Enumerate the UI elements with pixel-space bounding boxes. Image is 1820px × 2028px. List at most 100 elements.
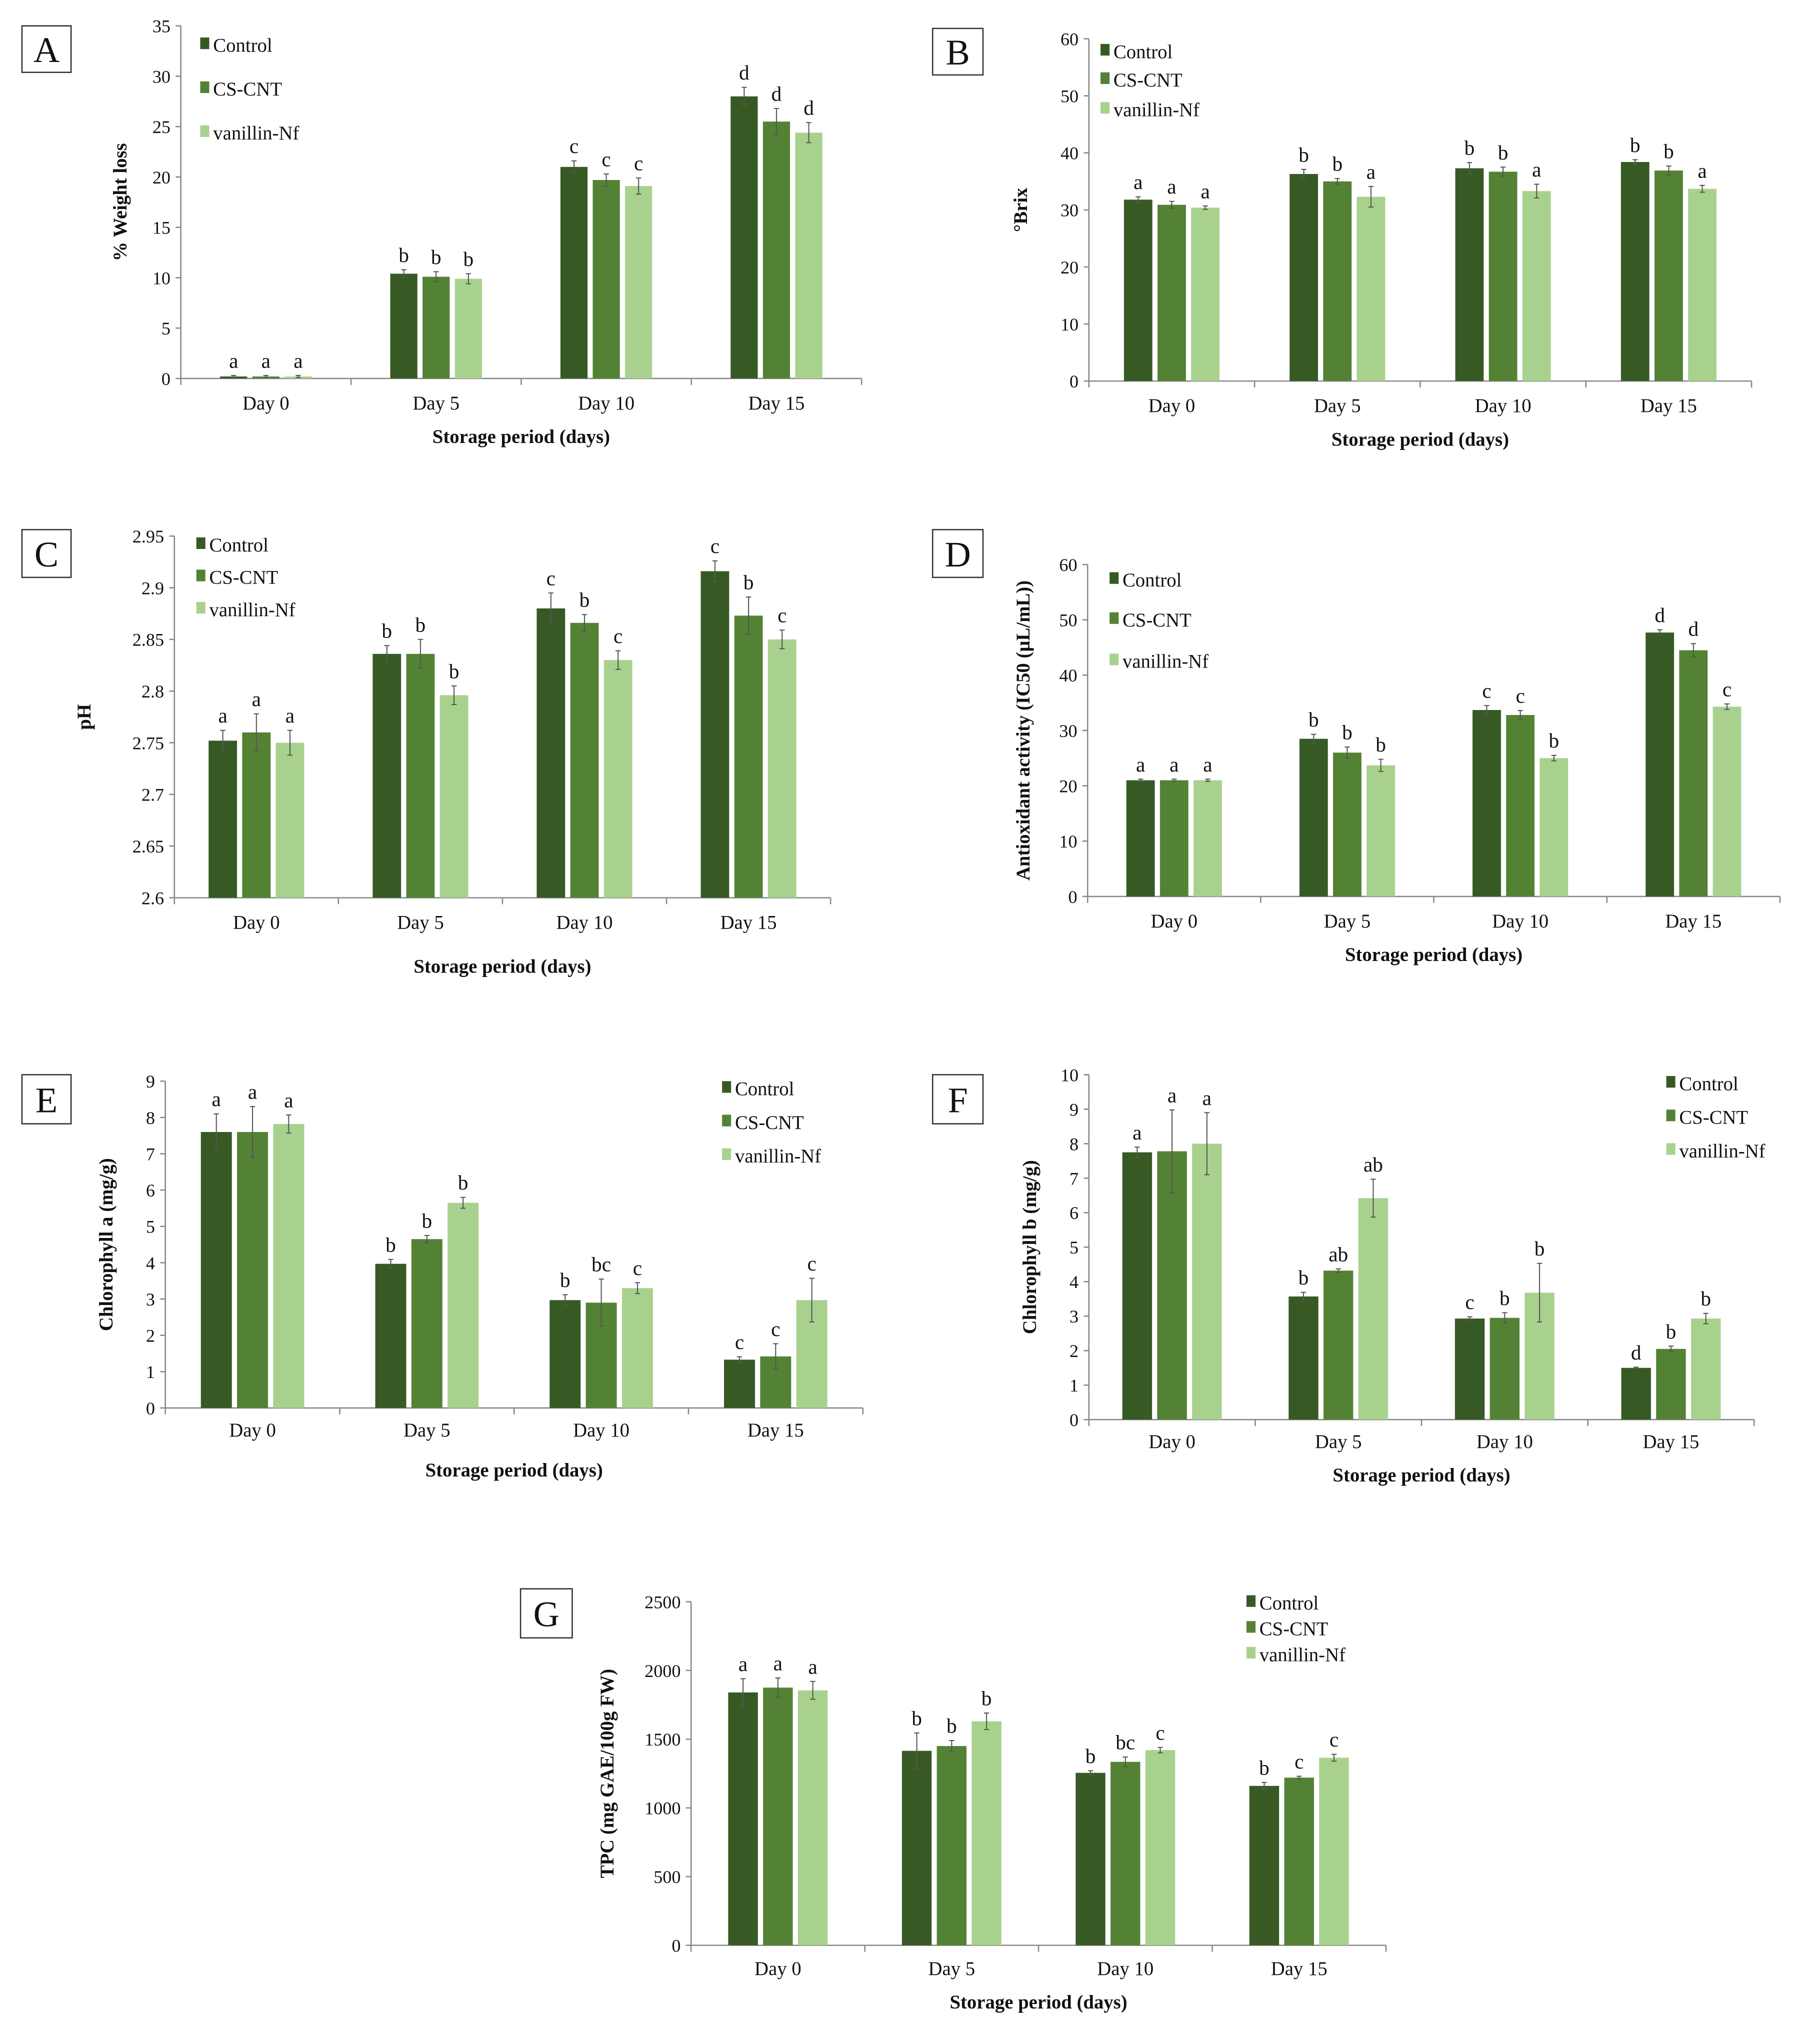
bar-cs-cnt [1490,1318,1520,1420]
bar-control [1122,1152,1152,1420]
significance-letter: ab [1328,1242,1348,1266]
significance-letter: a [248,1080,257,1104]
bar-control [372,654,402,898]
panel-label-box [932,28,984,76]
y-axis-title: % Weight loss [110,143,131,261]
y-tick-label: 2500 [644,1592,680,1612]
panel-label: A [34,30,60,70]
bar-vanillin-nf [1319,1758,1349,1946]
x-tick-label: Day 5 [412,392,460,414]
legend-label: Control [1122,570,1182,591]
significance-letter: a [1366,160,1376,184]
significance-letter: b [422,1209,432,1232]
bar-vanillin-nf [1145,1750,1176,1946]
legend-label: Control [1260,1592,1318,1614]
bar-control [1124,200,1152,382]
bar-cs-cnt [237,1132,268,1408]
bar-control [1290,174,1318,382]
bar-vanillin-nf [1356,196,1386,382]
legend-label: CS-CNT [213,78,282,100]
bar-cs-cnt [1324,1270,1354,1420]
significance-letter: d [1654,604,1665,626]
x-axis-title: Storage period (days) [426,1460,603,1481]
bar-vanillin-nf [768,639,796,898]
x-tick-label: Day 10 [573,1420,630,1441]
significance-letter: a [1132,1121,1142,1144]
x-tick-label: Day 0 [1148,395,1196,416]
significance-letter: a [1202,1086,1212,1110]
x-axis-title: Storage period (days) [1345,944,1522,966]
y-tick-label: 9 [146,1072,155,1092]
x-tick-label: Day 10 [1492,910,1548,932]
significance-letter: c [735,1330,744,1354]
panel-label-box [932,528,984,578]
bar-control [1249,1786,1280,1946]
bar-cs-cnt [1323,181,1352,382]
bar-vanillin-nf [273,1124,304,1408]
significance-letter: a [1167,175,1176,198]
significance-letter: b [982,1687,992,1710]
significance-letter: a [262,349,270,372]
legend-label: Control [1679,1073,1738,1094]
y-tick-label: 15 [152,218,170,238]
x-tick-label: Day 5 [1324,910,1371,932]
significance-letter: a [1134,170,1142,194]
bar-cs-cnt [1679,650,1708,896]
bar-cs-cnt [422,276,450,378]
bar-control [902,1750,932,1946]
significance-letter: c [1465,1290,1474,1314]
chart-panel-d: D 0 10 20 30 40 50 60 Day 0 Day 5 Day 10 Day 15 a b c d… [932,528,1781,966]
bar-control [1455,168,1484,382]
y-tick-label: 0 [146,1398,155,1418]
y-tick-label: 0 [1070,372,1078,392]
y-tick-label: 3 [146,1290,155,1310]
bar-cs-cnt [1654,170,1683,382]
x-tick-label: Day 0 [754,1958,802,1980]
bar-cs-cnt [1160,780,1188,896]
bar-control [1126,780,1155,896]
y-tick-label: 8 [1070,1134,1078,1154]
panel-label: D [944,534,970,574]
significance-letter: c [807,1252,816,1275]
y-tick-label: 25 [152,117,170,137]
y-tick-label: 4 [146,1253,155,1273]
legend-swatch-cs-cnt [1246,1621,1256,1633]
bar-cs-cnt [1333,752,1362,896]
y-tick-label: 2.85 [132,630,164,650]
legend-swatch-vanillin-nf [200,125,210,137]
x-tick-label: Day 15 [1665,910,1722,932]
y-axis-title: °Brix [1010,188,1032,232]
panel-label: G [534,1594,560,1634]
bar-cs-cnt [763,1688,793,1946]
bar-control [1299,738,1328,896]
significance-letter: b [1298,1266,1309,1289]
y-tick-label: 9 [1070,1100,1078,1120]
bar-control [208,740,238,898]
panel-label: C [34,534,58,574]
y-tick-label: 30 [1060,200,1078,220]
significance-letter: c [633,1256,642,1280]
significance-letter: b [1259,1756,1270,1779]
chart-panel-c: C 2.6 2.65 2.7 2.75 2.8 2.85 2.9 2.95 Day 0 Day 5 D… [21,526,832,977]
bar-control [536,608,566,898]
significance-letter: c [614,624,622,648]
legend-swatch-vanillin-nf [1100,102,1110,114]
y-tick-label: 50 [1060,86,1078,106]
bar-cs-cnt [242,732,271,898]
y-tick-label: 60 [1059,555,1077,575]
y-tick-label: 7 [1070,1168,1078,1188]
significance-letter: a [252,688,261,710]
x-tick-label: Day 15 [748,392,804,414]
y-tick-label: 1500 [644,1730,680,1750]
legend-swatch-control [1100,44,1110,56]
y-tick-label: 0 [162,369,170,389]
significance-letter: c [1722,678,1732,700]
significance-letter: b [431,246,442,268]
y-tick-label: 20 [1060,258,1078,278]
significance-letter: c [546,566,556,590]
significance-letter: c [602,148,610,170]
legend-label: CS-CNT [1114,70,1182,91]
legend-label: Control [213,34,272,56]
